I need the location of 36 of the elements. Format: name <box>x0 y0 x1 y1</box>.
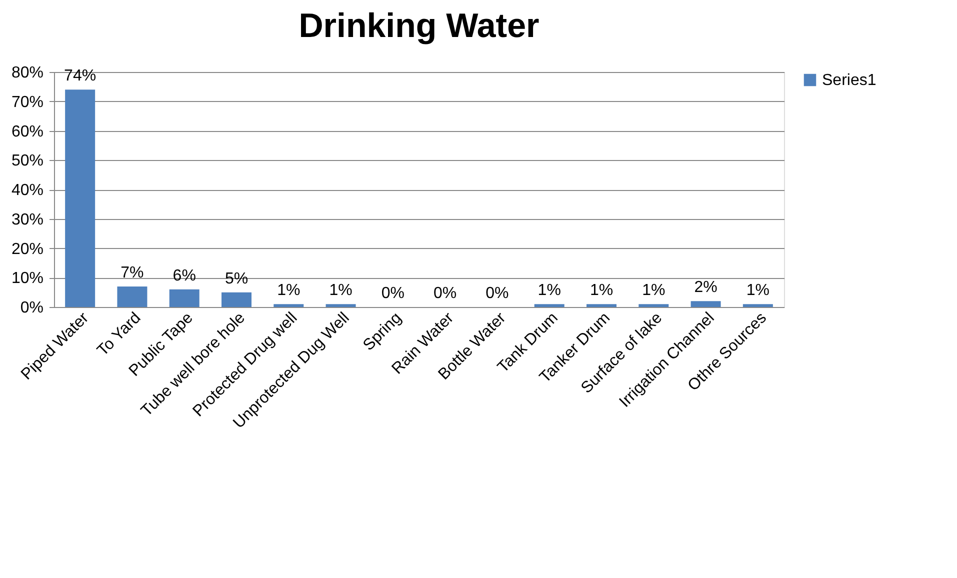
y-tick-label: 60% <box>11 123 44 140</box>
text: 6% <box>172 267 196 284</box>
legend-label: Series1 <box>822 72 876 89</box>
bar <box>117 286 148 307</box>
text: 74% <box>64 68 96 85</box>
text: 1% <box>277 282 300 300</box>
bar <box>326 304 356 307</box>
y-tick-label: 30% <box>11 211 44 228</box>
bar <box>586 304 616 307</box>
chart-title: Drinking Water <box>298 7 540 45</box>
y-tick-label: 40% <box>11 182 44 199</box>
bar <box>169 289 200 307</box>
bar <box>274 304 304 307</box>
bar <box>638 304 669 307</box>
y-tick-label: 50% <box>11 152 44 170</box>
text: 5% <box>224 270 248 288</box>
text: 0% <box>381 285 404 302</box>
text: 1% <box>329 282 352 300</box>
bar <box>222 292 252 307</box>
text: 0% <box>486 285 509 302</box>
text: 0% <box>434 285 457 302</box>
bar <box>742 304 773 307</box>
bar <box>65 90 96 307</box>
y-tick-label: 10% <box>11 270 44 288</box>
bar <box>534 304 564 307</box>
text: 1% <box>590 282 614 300</box>
bar <box>690 301 721 307</box>
text: 1% <box>538 282 561 300</box>
y-tick-label: 80% <box>11 64 44 82</box>
text: 1% <box>746 282 770 300</box>
text: 2% <box>694 279 718 296</box>
y-tick-label: 20% <box>11 240 44 258</box>
y-tick-label: 0% <box>20 300 44 316</box>
y-tick-label: 70% <box>11 94 44 111</box>
text: 1% <box>642 282 666 300</box>
text: 7% <box>120 264 144 282</box>
